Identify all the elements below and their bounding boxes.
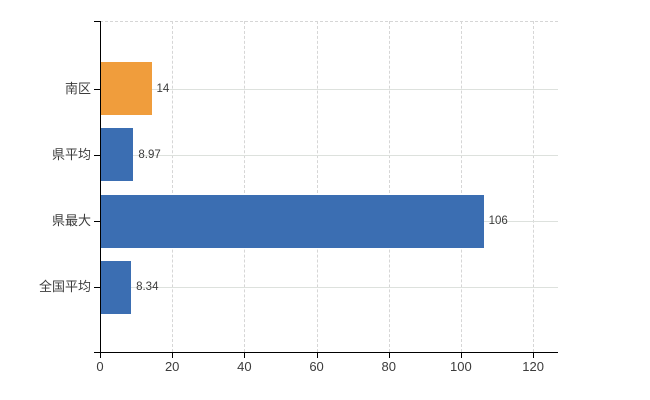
category-label: 南区: [64, 80, 91, 96]
value-label: 14: [156, 82, 170, 95]
x-tick: [460, 353, 462, 358]
value-label: 8.34: [136, 281, 159, 294]
category-label: 県最大: [51, 213, 91, 229]
y-tick: [94, 154, 100, 156]
plot-area: 14 南区 8.97 県平均 106 県最大 8.34 全国平均 0 20 40 60 80 100 120: [39, 21, 558, 374]
category-label: 県平均: [51, 146, 91, 162]
plot-top-border: [100, 21, 558, 22]
x-tick: [100, 353, 101, 358]
x-tick: [316, 353, 318, 358]
x-tick-label: 40: [237, 359, 252, 374]
x-axis-line: [94, 352, 558, 353]
y-tick: [94, 221, 100, 223]
x-tick: [388, 353, 390, 358]
value-label: 106: [488, 215, 508, 228]
gridline-vertical: [172, 21, 174, 352]
gridline-vertical: [533, 21, 535, 352]
bar: [101, 260, 132, 314]
x-tick-label: 20: [164, 359, 180, 374]
x-tick: [172, 353, 174, 358]
gridline-horizontal: [100, 287, 558, 289]
bar: [101, 128, 134, 182]
x-tick-label: 80: [381, 359, 396, 374]
y-axis-end-tick: [94, 21, 100, 22]
gridline-vertical: [388, 21, 390, 352]
y-tick: [94, 88, 100, 90]
x-tick-label: 0: [96, 359, 104, 374]
y-axis-line: [100, 21, 101, 353]
gridline-vertical: [244, 21, 246, 352]
x-tick-label: 60: [309, 359, 324, 374]
x-tick-label: 120: [522, 359, 544, 374]
category-label: 全国平均: [38, 279, 91, 295]
bar: [101, 62, 152, 115]
x-tick-label: 100: [450, 359, 472, 374]
gridline-horizontal: [100, 88, 558, 90]
value-label: 8.97: [138, 148, 161, 161]
gridline-vertical: [460, 21, 462, 352]
gridline-horizontal: [100, 154, 558, 156]
x-tick: [533, 353, 535, 358]
bar: [101, 194, 484, 248]
x-tick: [244, 353, 246, 358]
gridline-vertical: [316, 21, 318, 352]
y-tick: [94, 287, 100, 289]
